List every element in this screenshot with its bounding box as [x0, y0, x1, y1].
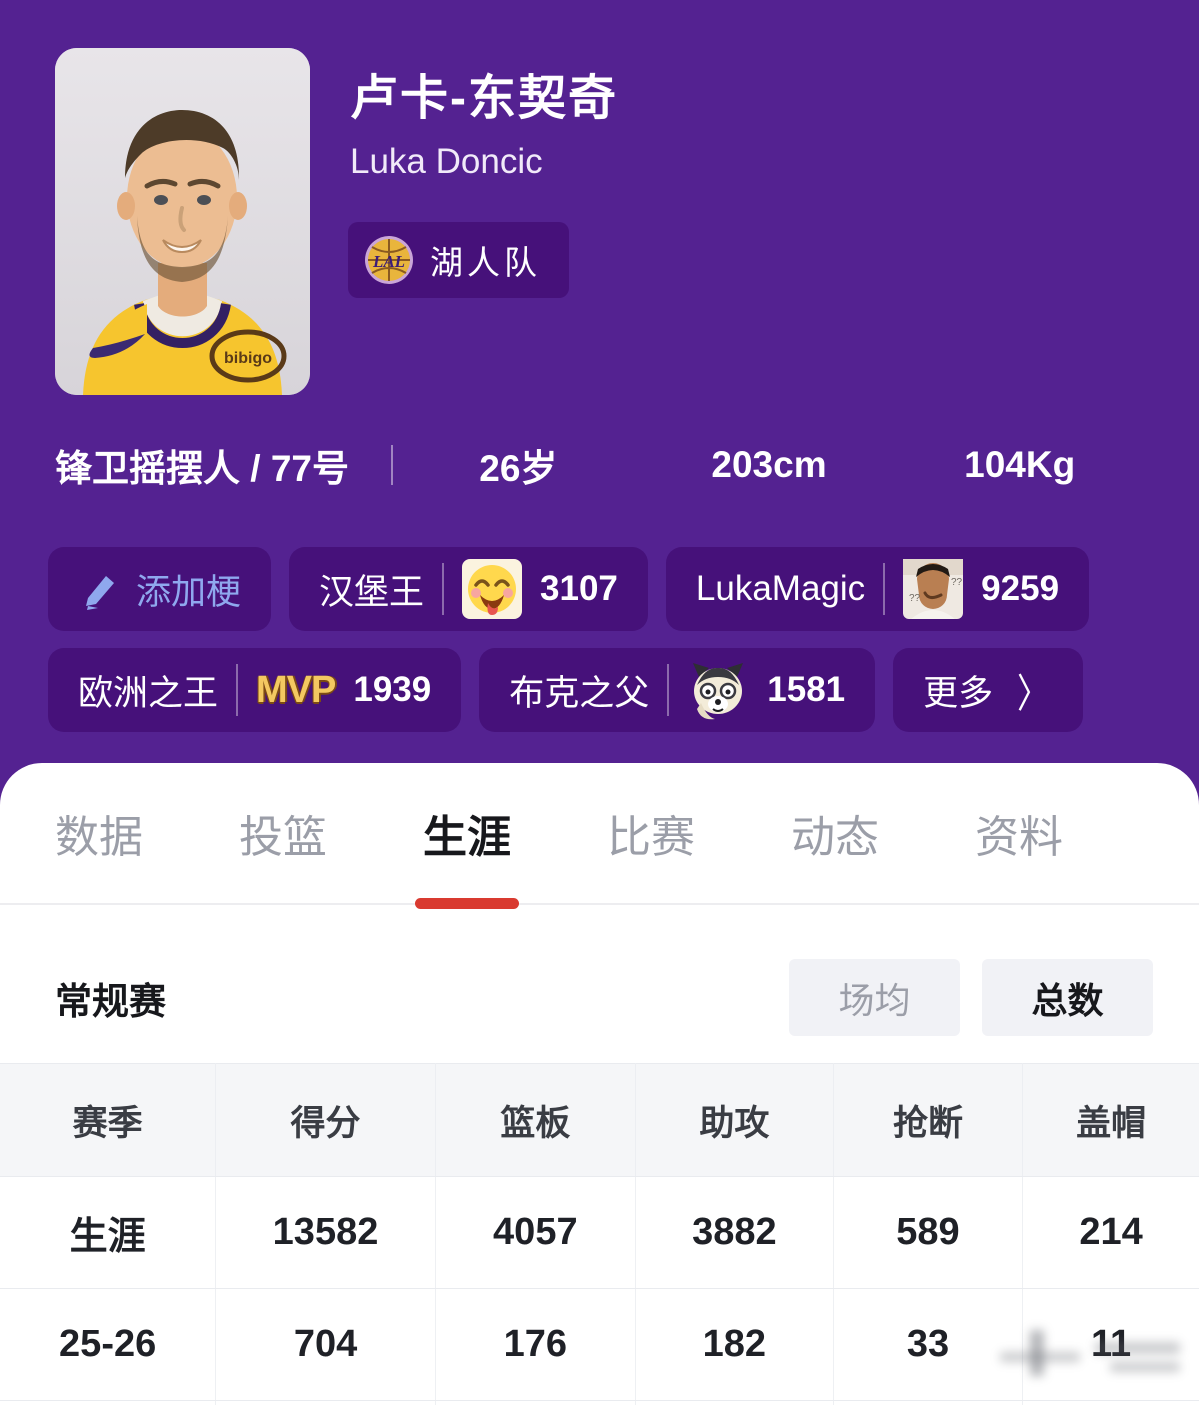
- husky-icon: [693, 663, 744, 720]
- cell-blocks: 11: [1022, 1288, 1199, 1401]
- age-label: 26岁: [479, 448, 558, 489]
- tag-lukamagic-label: LukaMagic: [695, 569, 866, 608]
- mvp-badge-icon: MVP: [256, 668, 336, 711]
- add-meme-button[interactable]: 添加梗: [48, 547, 272, 631]
- svg-text:??: ??: [951, 577, 963, 588]
- totals-toggle-button[interactable]: 总数: [982, 959, 1153, 1036]
- tab-career[interactable]: 生涯: [415, 763, 519, 909]
- tag-europe-count: 1939: [353, 670, 432, 709]
- cell-season: 生涯: [0, 1176, 217, 1289]
- tag-divider: [667, 664, 670, 716]
- cell-points: 13582: [215, 1176, 436, 1289]
- height-label: 203cm: [711, 444, 827, 485]
- weight-label: 104Kg: [964, 444, 1076, 485]
- cell-points: 704: [215, 1288, 436, 1401]
- meme-tags: 添加梗 汉堡王 3107 LukaMagic: [48, 547, 1188, 732]
- active-tab-underline: [415, 898, 519, 909]
- svg-text:??: ??: [909, 593, 921, 604]
- tab-profile-label: 资料: [975, 813, 1063, 862]
- tag-row-1: 添加梗 汉堡王 3107 LukaMagic: [48, 547, 1188, 631]
- tab-data-label: 数据: [55, 813, 143, 862]
- column-header-assists: 助攻: [635, 1063, 834, 1177]
- tag-burger-king[interactable]: 汉堡王 3107: [289, 547, 648, 631]
- tab-profile[interactable]: 资料: [975, 763, 1063, 903]
- tongue-emoji-icon: [462, 559, 523, 619]
- tag-row-2: 欧洲之王 MVP 1939 布克之父: [48, 648, 1188, 732]
- career-stats-table: 赛季 得分 篮板 助攻 抢断 盖帽 生涯 13582 4057 3882 589…: [0, 1063, 1199, 1405]
- column-header-season: 赛季: [0, 1063, 217, 1177]
- player-name-en: Luka Doncic: [350, 142, 543, 181]
- tag-father-of-booker[interactable]: 布克之父 1581: [479, 648, 876, 732]
- tab-feed-label: 动态: [791, 813, 879, 862]
- chevron-right-icon: 〉: [1017, 672, 1050, 716]
- cell-blocks: 214: [1022, 1176, 1199, 1289]
- tab-bar: 数据 投篮 生涯 比赛 动态 资料: [0, 763, 1199, 909]
- cell-assists: 3882: [635, 1176, 834, 1289]
- cell-rebounds: 176: [435, 1288, 636, 1401]
- column-header-blocks: 盖帽: [1022, 1063, 1199, 1177]
- tab-feed[interactable]: 动态: [791, 763, 879, 903]
- team-name-label: 湖人队: [430, 244, 541, 281]
- tag-burger-count: 3107: [540, 569, 618, 608]
- table-row-25-26[interactable]: 25-26 704 176 182 33 11: [0, 1288, 1199, 1401]
- cell-season: 25-26: [0, 1288, 217, 1401]
- tab-career-label: 生涯: [423, 813, 511, 862]
- svg-text:bibigo: bibigo: [224, 350, 272, 367]
- tag-divider: [883, 563, 886, 615]
- add-meme-label: 添加梗: [136, 572, 242, 612]
- position-number-label: 锋卫摇摆人 / 77号: [55, 448, 349, 489]
- cell-steals: 33: [833, 1288, 1024, 1401]
- pencil-icon: [86, 576, 114, 610]
- meme-photo-icon: ?? ??: [903, 559, 964, 619]
- column-header-rebounds: 篮板: [435, 1063, 636, 1177]
- tag-divider: [236, 664, 239, 716]
- player-info-row: 锋卫摇摆人 / 77号 26岁 203cm 104Kg: [55, 443, 1145, 489]
- info-divider: [391, 445, 393, 485]
- tab-games[interactable]: 比赛: [607, 763, 695, 903]
- table-row-partial: [0, 1400, 1199, 1405]
- lakers-logo-icon: LAL: [365, 236, 413, 284]
- section-title: 常规赛: [55, 980, 166, 1022]
- column-header-points: 得分: [215, 1063, 436, 1177]
- tab-games-label: 比赛: [607, 813, 695, 862]
- tag-lukamagic[interactable]: LukaMagic ?? ?? 9259: [665, 547, 1090, 631]
- table-header-row: 赛季 得分 篮板 助攻 抢断 盖帽: [0, 1063, 1199, 1177]
- page-title-player-name-cn: 卢卡-东契奇: [350, 72, 618, 125]
- cell-assists: 182: [635, 1288, 834, 1401]
- svg-text:LAL: LAL: [372, 252, 405, 271]
- tag-divider: [442, 563, 445, 615]
- tag-europe-label: 欧洲之王: [78, 673, 219, 713]
- tab-shooting[interactable]: 投篮: [239, 763, 327, 903]
- more-tags-button[interactable]: 更多 〉: [893, 648, 1084, 732]
- cell-rebounds: 4057: [435, 1176, 636, 1289]
- tag-booker-count: 1581: [767, 670, 846, 709]
- player-photo-illustration: bibigo: [55, 48, 310, 395]
- tab-shooting-label: 投篮: [239, 813, 327, 862]
- tag-burger-label: 汉堡王: [319, 572, 425, 612]
- cell-steals: 589: [833, 1176, 1024, 1289]
- tab-data[interactable]: 数据: [55, 763, 143, 903]
- tag-lukamagic-count: 9259: [981, 569, 1060, 608]
- table-row-career[interactable]: 生涯 13582 4057 3882 589 214: [0, 1176, 1199, 1289]
- team-badge[interactable]: LAL 湖人队: [348, 222, 569, 298]
- tag-king-of-europe[interactable]: 欧洲之王 MVP 1939: [48, 648, 462, 732]
- player-photo: bibigo: [55, 48, 310, 395]
- more-label: 更多: [923, 673, 994, 713]
- regular-season-section-header: 常规赛 场均 总数: [0, 959, 1199, 1036]
- column-header-steals: 抢断: [833, 1063, 1024, 1177]
- per-game-toggle-button[interactable]: 场均: [789, 959, 960, 1036]
- tag-booker-label: 布克之父: [509, 673, 650, 713]
- content-card: 数据 投篮 生涯 比赛 动态 资料 常规赛 场均 总数 赛季 得分 篮板 助攻 …: [0, 763, 1199, 1405]
